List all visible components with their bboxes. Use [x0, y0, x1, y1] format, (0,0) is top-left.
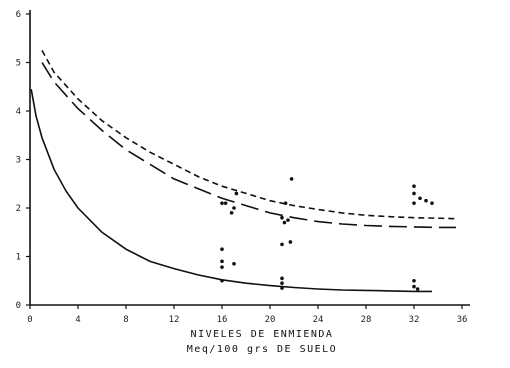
x-tick-label: 16	[217, 315, 228, 325]
series-short-dash-point	[234, 191, 239, 196]
y-tick-label: 3	[16, 156, 21, 166]
curves	[30, 50, 457, 293]
series-short-dash-curve	[41, 50, 457, 220]
series-solid-point	[412, 278, 416, 283]
series-solid-point	[280, 286, 284, 290]
series-solid-point	[280, 276, 284, 281]
series-short-dash-point	[283, 201, 288, 205]
series-short-dash-point	[289, 177, 294, 181]
series-short-dash-point	[223, 201, 228, 205]
series-short-dash-point	[412, 201, 416, 205]
series-long-dash-curve	[41, 62, 456, 229]
series-solid-point	[220, 278, 224, 283]
series-solid-point	[288, 240, 293, 244]
series-long-dash-point	[229, 211, 234, 215]
series-long-dash-point	[286, 218, 290, 222]
y-tick-label: 5	[16, 59, 21, 69]
x-tick-label: 12	[169, 315, 180, 325]
series-solid-point	[280, 242, 284, 247]
x-tick-label: 8	[123, 315, 128, 325]
x-tick-label: 32	[409, 315, 420, 325]
series-short-dash-point	[412, 191, 416, 196]
x-tick-label: 0	[27, 315, 32, 325]
y-tick-label: 0	[16, 301, 21, 311]
y-tick-label: 4	[16, 107, 21, 117]
x-tick-label: 28	[361, 315, 372, 325]
series-long-dash-point	[220, 201, 224, 205]
x-axis-title-line-2: Meq/100 grs DE SUELO	[187, 344, 337, 355]
series-short-dash-point	[424, 198, 428, 203]
series-solid-point	[415, 287, 420, 291]
series-short-dash-point	[418, 196, 422, 201]
series-short-dash-point	[430, 201, 434, 205]
series-solid-point	[220, 247, 224, 252]
y-tick-label: 2	[16, 204, 21, 214]
x-axis-title-line-1: NIVELES DE ENMIENDA	[191, 329, 334, 340]
x-tick-label: 20	[265, 315, 276, 325]
series-solid-point	[280, 281, 284, 285]
data-points	[220, 177, 434, 291]
series-solid-curve	[30, 89, 432, 293]
series-long-dash-point	[232, 206, 236, 210]
series-short-dash-point	[412, 184, 416, 188]
x-tick-label: 4	[75, 315, 80, 325]
series-solid-point	[232, 261, 236, 266]
series-solid-point	[412, 284, 416, 289]
y-tick-label: 6	[16, 10, 21, 20]
x-tick-label: 36	[457, 315, 468, 325]
series-solid-point	[220, 259, 224, 264]
y-tick-label: 1	[16, 253, 21, 263]
series-long-dash-point	[282, 220, 287, 225]
series-long-dash-point	[280, 215, 284, 220]
series-solid-point	[220, 265, 224, 269]
x-tick-label: 24	[313, 315, 324, 325]
